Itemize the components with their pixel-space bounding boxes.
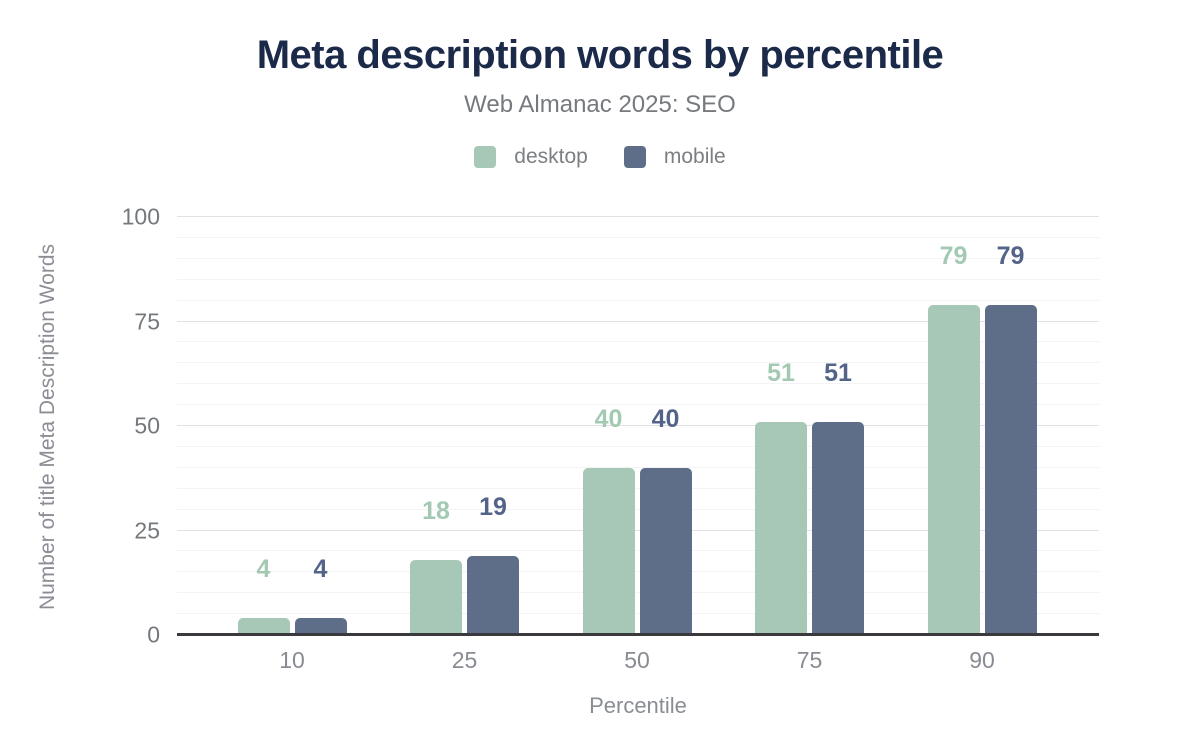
minor-gridline: [177, 362, 1099, 364]
x-tick-label: 90: [969, 647, 995, 673]
minor-gridline: [177, 445, 1099, 447]
x-tick-label: 25: [451, 647, 478, 673]
bar-value-desktop-p75: 51: [767, 358, 795, 387]
bar-value-desktop-p90: 79: [939, 241, 968, 270]
minor-gridline: [177, 508, 1099, 510]
legend-label: mobile: [663, 145, 726, 168]
x-tick-label: 10: [279, 647, 305, 673]
legend-swatch-mobile: [623, 146, 646, 168]
y-tick-label: 0: [147, 621, 160, 648]
bar-value-mobile-p75: 51: [824, 358, 852, 387]
bar-desktop-p75: [755, 421, 807, 635]
bar-value-mobile-p50: 40: [651, 404, 680, 433]
minor-gridline: [177, 466, 1099, 468]
minor-gridline: [177, 487, 1099, 489]
bar-mobile-p75: [812, 421, 864, 635]
bar-value-desktop-p50: 40: [594, 404, 623, 433]
bar-desktop-p90: [927, 304, 980, 635]
major-gridline: [177, 216, 1099, 217]
major-gridline: [177, 529, 1099, 531]
minor-gridline: [177, 257, 1099, 259]
minor-gridline: [177, 404, 1099, 406]
bar-desktop-p10: [237, 618, 290, 635]
plot-area: 4 4 18 19 40 40 51 51 79 79: [177, 216, 1099, 635]
major-gridline: [177, 425, 1099, 426]
y-tick-label: 50: [134, 412, 160, 439]
legend: desktop mobile: [0, 145, 1200, 169]
minor-gridline: [177, 341, 1099, 343]
bar-desktop-p25: [410, 559, 462, 635]
x-axis-title: Percentile: [589, 693, 687, 718]
y-axis-title: Number of title Meta Description Words: [36, 243, 59, 611]
x-axis-line: [177, 633, 1099, 636]
bar-mobile-p10: [294, 618, 347, 635]
y-tick-label: 25: [134, 517, 160, 543]
minor-gridline: [177, 592, 1099, 594]
y-tick-label: 100: [121, 203, 160, 230]
bar-value-desktop-p25: 18: [422, 496, 450, 525]
bar-value-mobile-p10: 4: [313, 555, 328, 584]
legend-item-desktop: desktop: [474, 145, 588, 169]
minor-gridline: [177, 299, 1099, 301]
legend-label: desktop: [514, 145, 588, 168]
bar-value-mobile-p90: 79: [996, 241, 1025, 270]
x-tick-label: 50: [624, 647, 650, 673]
x-tick-label: 75: [796, 647, 823, 673]
minor-gridline: [177, 550, 1099, 552]
minor-gridline: [177, 383, 1099, 385]
legend-item-mobile: mobile: [623, 145, 726, 169]
bar-value-desktop-p10: 4: [256, 555, 271, 584]
bar-desktop-p50: [582, 467, 635, 635]
bar-mobile-p50: [639, 467, 692, 635]
bar-value-mobile-p25: 19: [479, 492, 507, 521]
bar-mobile-p90: [984, 304, 1037, 635]
minor-gridline: [177, 278, 1099, 280]
legend-swatch-desktop: [474, 146, 497, 168]
minor-gridline: [177, 613, 1099, 615]
minor-gridline: [177, 571, 1099, 573]
chart-title: Meta description words by percentile: [256, 33, 944, 77]
minor-gridline: [177, 236, 1099, 238]
major-gridline: [177, 320, 1099, 322]
bar-mobile-p25: [467, 555, 519, 635]
chart-subtitle: Web Almanac 2025: SEO: [464, 91, 736, 118]
y-tick-label: 75: [134, 308, 160, 334]
